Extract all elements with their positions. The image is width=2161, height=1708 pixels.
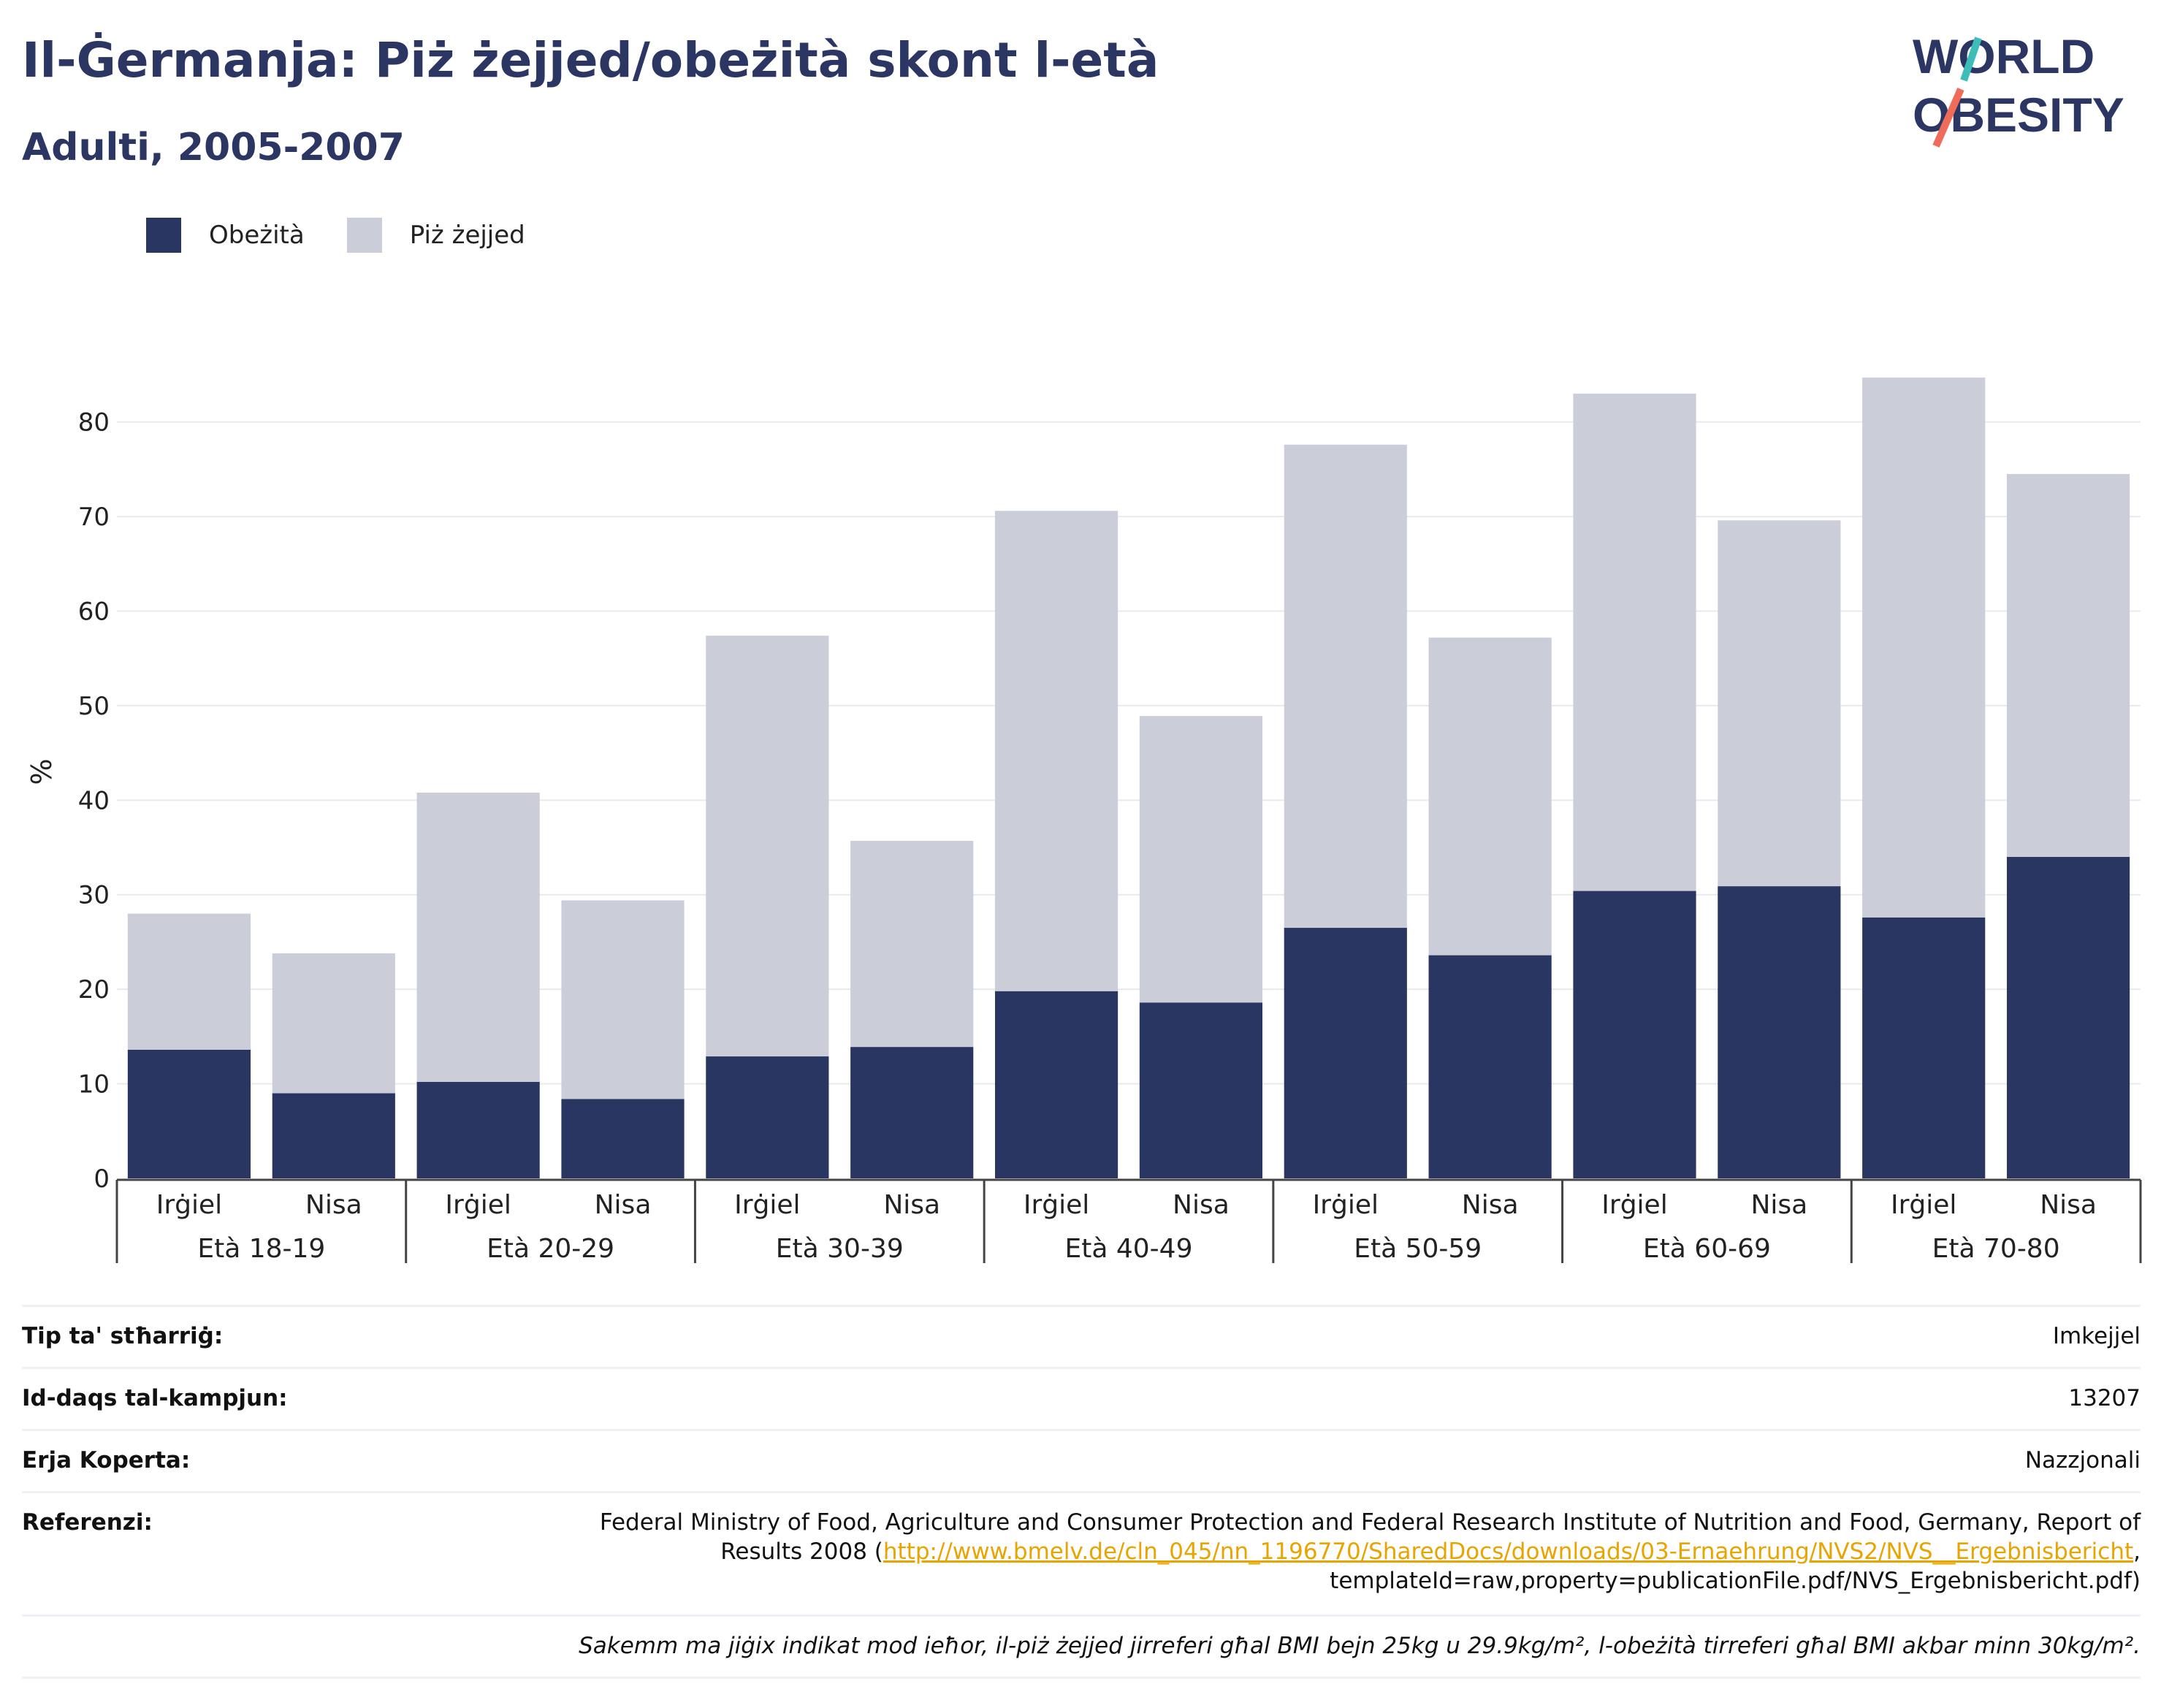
bar-overweight [1139, 716, 1263, 1003]
bar-obesity [1284, 928, 1407, 1178]
bar-overweight [127, 913, 251, 1050]
info-row-note: Sakemm ma jiġix indikat mod ieħor, il-pi… [22, 1614, 2141, 1679]
bar-overweight [2006, 473, 2130, 857]
x-tick-label: Irġiel [734, 1190, 800, 1220]
y-axis-label: % [26, 758, 58, 785]
bar-obesity [706, 1056, 829, 1178]
bar-overweight [1428, 637, 1552, 956]
bar-obesity [1718, 886, 1841, 1178]
chart-title: Il-Ġermanja: Piż żejjed/obeżità skont l-… [22, 32, 1159, 88]
bar-obesity [1139, 1002, 1263, 1178]
info-row-references: Referenzi: Federal Ministry of Food, Agr… [22, 1491, 2141, 1614]
bar-obesity [272, 1093, 395, 1178]
group-label: Età 40-49 [1065, 1234, 1193, 1264]
x-tick-label: Irġiel [445, 1190, 511, 1220]
y-tick-label: 40 [78, 786, 110, 815]
legend-item-obesity[interactable]: Obeżità [146, 218, 305, 253]
bar-overweight [1862, 377, 1986, 918]
x-tick-label: Irġiel [1024, 1190, 1089, 1220]
references-text-1: Federal Ministry of Food, Agriculture an… [599, 1509, 2141, 1565]
legend-label-obesity: Obeżità [209, 221, 305, 250]
x-tick-label: Nisa [883, 1190, 940, 1220]
y-tick-label: 0 [94, 1164, 110, 1194]
x-tick-label: Nisa [595, 1190, 652, 1220]
bar-obesity [416, 1081, 540, 1178]
survey-type-label: Tip ta' stħarriġ: [22, 1323, 224, 1349]
y-tick-label: 20 [78, 975, 110, 1004]
group-label: Età 70-80 [1932, 1234, 2060, 1264]
y-tick-label: 80 [78, 408, 110, 438]
x-tick-label: Nisa [1750, 1190, 1807, 1220]
bar-obesity [127, 1049, 251, 1178]
bar-overweight [994, 511, 1118, 991]
references-label: Referenzi: [22, 1509, 153, 1536]
bar-overweight [1284, 444, 1407, 929]
bar-overweight [1718, 520, 1841, 887]
y-tick-label: 30 [78, 881, 110, 910]
group-label: Età 60-69 [1643, 1234, 1771, 1264]
bar-obesity [1573, 891, 1696, 1178]
x-tick-label: Irġiel [1891, 1190, 1956, 1220]
legend-swatch-obesity [146, 218, 181, 253]
group-label: Età 20-29 [487, 1234, 614, 1264]
bar-obesity [850, 1047, 974, 1178]
info-row-coverage: Erja Koperta: Nazzjonali [22, 1429, 2141, 1491]
bar-overweight [561, 900, 685, 1099]
references-link[interactable]: http://www.bmelv.de/cln_045/nn_1196770/S… [883, 1539, 2134, 1565]
legend-item-overweight[interactable]: Piż żejjed [346, 218, 525, 253]
info-row-survey-type: Tip ta' stħarriġ: Imkejjel [22, 1305, 2141, 1367]
references-text-2: , templateId=raw,property=publicationFil… [1330, 1539, 2141, 1594]
x-tick-label: Nisa [2040, 1190, 2097, 1220]
bar-overweight [272, 953, 395, 1094]
coverage-label: Erja Koperta: [22, 1447, 191, 1473]
bar-overweight [416, 792, 540, 1082]
survey-type-value: Imkejjel [2052, 1323, 2141, 1349]
logo-word-world: WORLD [1913, 29, 2095, 83]
bar-overweight [706, 636, 829, 1057]
x-tick-label: Nisa [1173, 1190, 1230, 1220]
y-tick-label: 50 [78, 692, 110, 721]
chart-legend: Obeżità Piż żejjed [146, 218, 547, 253]
x-tick-label: Nisa [305, 1190, 362, 1220]
references-value: Federal Ministry of Food, Agriculture an… [570, 1493, 2141, 1595]
info-table: Tip ta' stħarriġ: Imkejjel Id-daqs tal-k… [22, 1305, 2141, 1679]
y-tick-label: 60 [78, 597, 110, 626]
logo-slash-coral [1932, 88, 1964, 148]
bar-overweight [1573, 393, 1696, 891]
stacked-bar-chart: 0 10 20 30 40 50 60 70 80% Irġiel Nisa Irġiel Nisa Ir… [26, 377, 2142, 1264]
legend-label-overweight: Piż żejjed [409, 221, 525, 250]
definition-note: Sakemm ma jiġix indikat mod ieħor, il-pi… [579, 1633, 2141, 1659]
x-tick-label: Irġiel [156, 1190, 222, 1220]
coverage-value: Nazzjonali [2024, 1447, 2141, 1473]
group-label: Età 50-59 [1354, 1234, 1482, 1264]
sample-size-value: 13207 [2068, 1385, 2141, 1411]
x-tick-label: Nisa [1462, 1190, 1519, 1220]
y-tick-label: 70 [78, 503, 110, 532]
bar-obesity [1862, 917, 1986, 1178]
group-label: Età 18-19 [197, 1234, 325, 1264]
group-label: Età 30-39 [776, 1234, 904, 1264]
logo-slash-teal [1960, 37, 1982, 82]
bar-obesity [561, 1099, 685, 1178]
legend-swatch-overweight [346, 218, 382, 253]
chart-subtitle: Adulti, 2005-2007 [22, 126, 405, 169]
bar-obesity [2006, 856, 2130, 1178]
x-tick-label: Irġiel [1601, 1190, 1667, 1220]
y-tick-label: 10 [78, 1070, 110, 1099]
bar-overweight [850, 840, 974, 1048]
sample-size-label: Id-daqs tal-kampjun: [22, 1385, 288, 1411]
info-row-sample-size: Id-daqs tal-kampjun: 13207 [22, 1367, 2141, 1429]
bar-obesity [1428, 955, 1552, 1178]
bar-obesity [994, 991, 1118, 1178]
world-obesity-logo: WORLD OBESITY [1913, 29, 2124, 148]
x-tick-label: Irġiel [1313, 1190, 1379, 1220]
